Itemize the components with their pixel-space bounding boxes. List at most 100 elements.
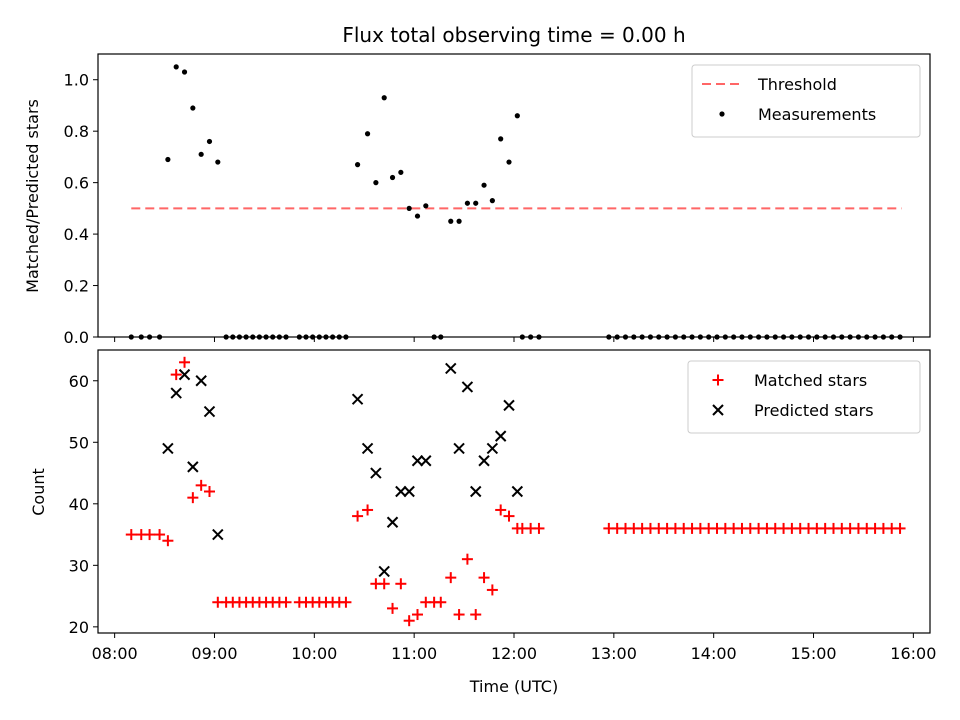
matched-point [179,356,191,368]
top-panel-legend: Threshold Measurements [691,64,921,138]
matched-point [445,572,457,584]
y-tick-label: 50 [69,433,89,452]
matched-point [894,522,906,534]
matched-point [340,596,352,608]
matched-point [378,578,390,590]
y-tick-label: 0.0 [64,328,89,347]
predicted-point [351,393,364,405]
predicted-point [486,442,499,455]
legend-label: Predicted stars [754,401,874,420]
measurement-point [423,203,429,209]
predicted-point [511,485,524,498]
x-tick-label: 16:00 [890,644,936,663]
matched-point [125,529,137,541]
top-panel-x-ticks [114,337,914,342]
predicted-point [386,516,399,528]
y-tick-label: 0.8 [64,122,89,141]
matched-point [154,529,166,541]
measurement-point [373,180,379,186]
measurement-point [514,113,520,119]
matched-point [395,578,407,590]
y-tick-label: 40 [69,495,89,514]
top-panel-y-label: Matched/Predicted stars [23,99,42,293]
measurement-point [473,200,479,206]
matched-point [387,602,399,614]
predicted-point [361,442,374,455]
measurement-point [414,213,421,219]
matched-point [162,535,174,547]
matched-point [203,486,215,497]
measurement-point [389,174,396,181]
predicted-point [403,485,415,498]
legend-x-swatch [712,404,724,416]
x-tick-label: 09:00 [191,644,237,663]
matched-point [486,584,498,596]
predicted-point [453,442,465,455]
measurement-point [364,131,371,137]
matched-point [453,609,465,621]
matched-point [435,596,447,608]
measurement-point [190,105,196,111]
matched-point [187,492,199,504]
bottom-panel: 20 30 40 50 60 08:00 09:00 10:00 11:00 12:00 13:0… [29,349,936,663]
legend-plus-swatch [712,374,724,386]
predicted-point [494,430,507,442]
x-tick-label: 08:00 [92,644,138,663]
legend-label: Threshold [757,75,837,94]
measurement-point [354,162,361,168]
predicted-point [170,387,182,399]
predicted-point [195,375,207,387]
bottom-panel-x-ticks: 08:00 09:00 10:00 11:00 12:00 13:00 14:00 15:00… [92,633,936,663]
measurement-point [206,138,213,145]
x-axis-label: Time (UTC) [469,677,558,696]
predicted-point [420,455,432,467]
legend-label: Matched stars [754,371,867,390]
y-tick-label: 1.0 [64,71,89,90]
predicted-point [503,399,515,412]
x-tick-label: 10:00 [291,644,337,663]
predicted-point [445,362,457,375]
matched-point [280,596,292,608]
y-tick-label: 20 [69,618,89,637]
y-tick-label: 60 [69,372,89,391]
predicted-point [470,485,482,498]
measurement-point [173,64,179,70]
legend-dot-swatch [719,111,725,117]
measurement-point [464,200,471,206]
x-tick-label: 11:00 [391,644,437,663]
legend-box [687,360,921,434]
matched-point [470,609,482,621]
bottom-panel-marks [125,356,906,627]
matched-point [195,479,207,491]
bottom-panel-y-ticks: 20 30 40 50 60 [69,372,98,637]
predicted-point [187,461,199,473]
y-tick-label: 0.6 [64,174,89,193]
predicted-point [478,455,490,467]
measurement-point [215,159,221,165]
top-panel: 0.0 0.2 0.4 0.6 0.8 1.0 Matched/Predicted sta… [23,53,931,347]
top-panel-y-ticks: 0.0 0.2 0.4 0.6 0.8 1.0 [64,71,98,347]
chart-title: Flux total observing time = 0.00 h [342,23,685,47]
matched-point [495,504,507,516]
predicted-point [411,455,424,467]
y-tick-label: 30 [69,556,89,575]
y-tick-label: 0.2 [64,277,89,296]
predicted-point [461,381,474,393]
matched-point [411,609,423,621]
matched-point [362,504,374,516]
x-tick-label: 14:00 [691,644,737,663]
y-tick-label: 0.4 [64,225,89,244]
measurement-point [481,182,487,188]
legend-label: Measurements [758,105,876,124]
predicted-point [178,368,191,381]
matched-point [352,510,364,522]
x-tick-label: 15:00 [790,644,836,663]
matched-point [403,615,415,627]
measurement-point [165,156,171,163]
measurement-point [381,95,387,101]
predicted-point [203,405,216,418]
x-tick-label: 12:00 [491,644,537,663]
bottom-panel-y-label: Count [29,468,48,516]
matched-point [478,572,490,584]
